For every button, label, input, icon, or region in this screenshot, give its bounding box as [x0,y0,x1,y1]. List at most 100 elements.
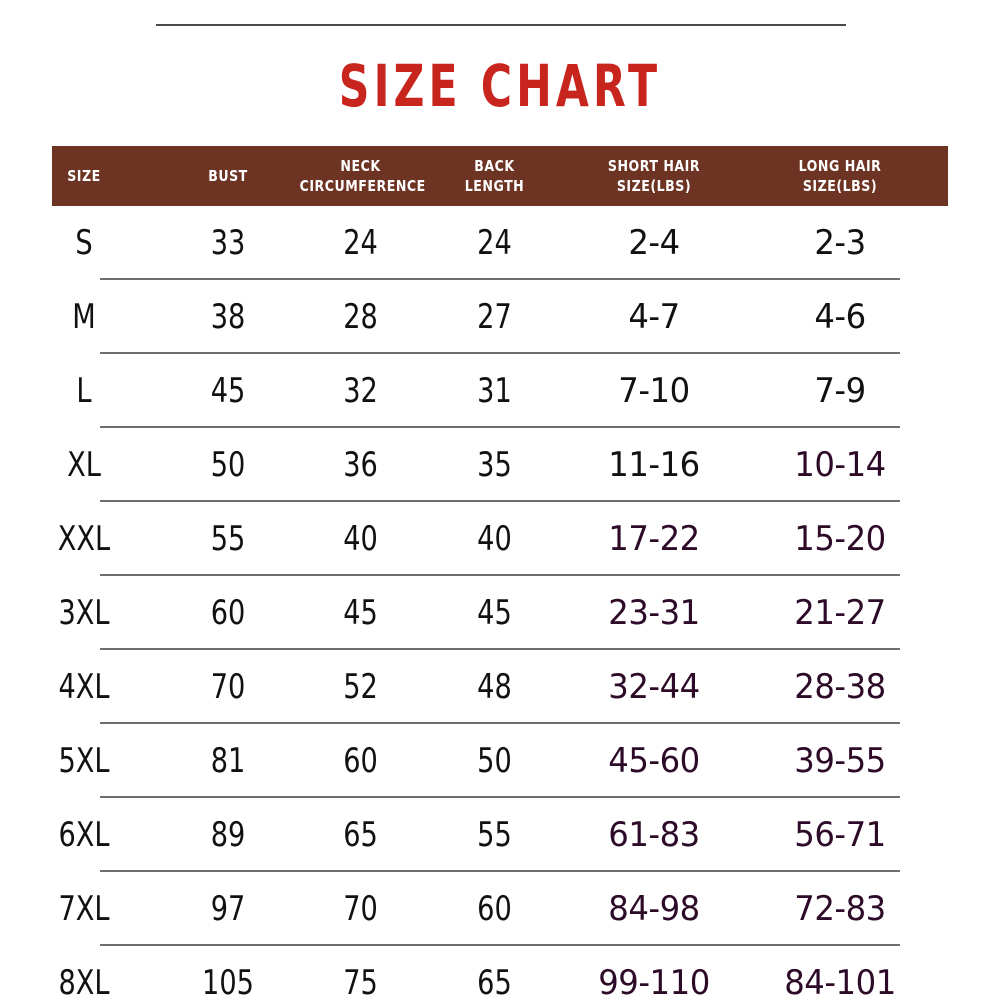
cell-long-hair-size: 10-14 [794,445,886,485]
column-header-long-line2: SIZE(LBS) [802,177,878,195]
cell-size: 7XL [58,889,110,929]
cell-short-hair-size: 7-10 [618,371,690,411]
cell-neck-circumference: 24 [343,223,378,263]
cell-short-hair-size: 32-44 [608,667,700,707]
cell-neck-circumference: 52 [343,667,378,707]
row-divider [100,944,900,946]
cell-short-hair-size: 17-22 [608,519,700,559]
column-header-neck-circumference: NECK CIRCUMFERENCE [299,156,426,196]
cell-short-hair-size: 84-98 [608,889,700,929]
cell-long-hair-size: 2-3 [814,223,866,263]
table-row: 6XL 89 65 55 61-83 56-71 [0,798,1000,872]
cell-bust: 70 [210,667,246,707]
cell-size: 6XL [58,815,110,855]
column-header-long-hair-size: LONG HAIR SIZE(LBS) [766,156,914,196]
column-header-bust: BUST [178,166,279,186]
table-body: S 33 24 24 2-4 2-3 M 38 28 27 4-7 4-6 L 45 32 31 7-10 7-9… [0,206,1000,1000]
row-divider [100,648,900,650]
cell-bust: 50 [210,445,246,485]
cell-back-length: 24 [477,223,512,263]
column-header-bust-line1: BUST [208,167,248,185]
table-row: XL 50 36 35 11-16 10-14 [0,428,1000,502]
cell-back-length: 35 [477,445,512,485]
cell-neck-circumference: 65 [343,815,378,855]
cell-short-hair-size: 2-4 [628,223,680,263]
cell-short-hair-size: 4-7 [628,297,680,337]
cell-long-hair-size: 84-101 [784,963,896,1000]
cell-long-hair-size: 72-83 [794,889,886,929]
row-divider [100,426,900,428]
cell-short-hair-size: 61-83 [608,815,700,855]
column-header-neck-line1: NECK [340,157,381,175]
cell-bust: 60 [210,593,246,633]
cell-back-length: 50 [477,741,512,781]
cell-neck-circumference: 60 [343,741,378,781]
column-header-long-line1: LONG HAIR [798,157,882,175]
column-header-back-line1: BACK [474,157,515,175]
cell-back-length: 31 [477,371,512,411]
table-row: 3XL 60 45 45 23-31 21-27 [0,576,1000,650]
cell-bust: 38 [210,297,246,337]
cell-bust: 45 [210,371,246,411]
column-header-short-line2: SIZE(LBS) [616,177,692,195]
table-row: L 45 32 31 7-10 7-9 [0,354,1000,428]
row-divider [100,278,900,280]
cell-size: S [75,223,93,263]
cell-bust: 105 [202,963,254,1000]
cell-bust: 55 [210,519,246,559]
page-title: SIZE CHART [338,53,662,121]
cell-size: 8XL [58,963,110,1000]
cell-back-length: 48 [477,667,512,707]
table-row: 5XL 81 60 50 45-60 39-55 [0,724,1000,798]
column-header-neck-line2: CIRCUMFERENCE [299,177,426,195]
cell-short-hair-size: 45-60 [608,741,700,781]
row-divider [100,796,900,798]
row-divider [100,722,900,724]
column-header-short-line1: SHORT HAIR [607,157,701,175]
cell-size: XXL [57,519,111,559]
cell-neck-circumference: 75 [343,963,378,1000]
cell-long-hair-size: 28-38 [794,667,886,707]
cell-back-length: 65 [477,963,512,1000]
cell-size: L [76,371,92,411]
table-row: 8XL 105 75 65 99-110 84-101 [0,946,1000,1000]
cell-back-length: 45 [477,593,512,633]
cell-neck-circumference: 32 [343,371,378,411]
table-row: 7XL 97 70 60 84-98 72-83 [0,872,1000,946]
cell-bust: 81 [210,741,246,781]
cell-back-length: 27 [477,297,512,337]
cell-size: M [72,297,96,337]
cell-back-length: 55 [477,815,512,855]
column-header-size: SIZE [13,166,154,186]
cell-long-hair-size: 21-27 [794,593,886,633]
cell-neck-circumference: 40 [343,519,378,559]
table-row: M 38 28 27 4-7 4-6 [0,280,1000,354]
table-header-row: SIZE BUST NECK CIRCUMFERENCE BACK LENGTH… [52,146,948,206]
cell-long-hair-size: 15-20 [794,519,886,559]
table-row: 4XL 70 52 48 32-44 28-38 [0,650,1000,724]
cell-neck-circumference: 45 [343,593,378,633]
cell-back-length: 60 [477,889,512,929]
column-header-size-line1: SIZE [67,167,101,185]
cell-long-hair-size: 39-55 [794,741,886,781]
cell-back-length: 40 [477,519,512,559]
cell-bust: 89 [210,815,246,855]
cell-long-hair-size: 7-9 [814,371,866,411]
row-divider [100,352,900,354]
cell-short-hair-size: 11-16 [608,445,700,485]
table-row: S 33 24 24 2-4 2-3 [0,206,1000,280]
row-divider [100,870,900,872]
cell-size: XL [67,445,101,485]
column-header-short-hair-size: SHORT HAIR SIZE(LBS) [572,156,737,196]
cell-long-hair-size: 56-71 [794,815,886,855]
cell-bust: 33 [210,223,246,263]
column-header-back-length: BACK LENGTH [443,156,546,196]
top-rule-divider [156,24,846,26]
cell-neck-circumference: 70 [343,889,378,929]
row-divider [100,574,900,576]
table-row: XXL 55 40 40 17-22 15-20 [0,502,1000,576]
cell-neck-circumference: 36 [343,445,378,485]
cell-short-hair-size: 99-110 [598,963,710,1000]
cell-short-hair-size: 23-31 [608,593,700,633]
